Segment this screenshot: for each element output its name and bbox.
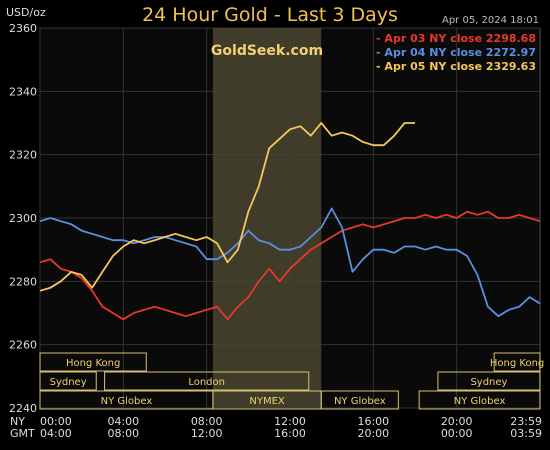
market-session-box (39, 371, 97, 391)
market-session-label: NYMEX (249, 396, 285, 407)
market-session-box (418, 390, 541, 410)
gmt-axis-label: GMT (10, 427, 35, 440)
x-tick-label-ny: 12:00 (274, 415, 306, 428)
x-tick-label-gmt: 12:00 (191, 427, 223, 440)
y-tick-label: 2360 (9, 22, 37, 35)
market-session-label: Sydney (470, 377, 507, 388)
x-tick-label-ny: 20:00 (441, 415, 473, 428)
y-tick-label: 2320 (9, 149, 37, 162)
market-session-label: London (188, 377, 225, 388)
market-session-box (39, 352, 147, 372)
market-session-label: Hong Kong (490, 358, 544, 369)
series-line-2 (39, 207, 541, 318)
market-session-label: NY Globex (454, 396, 506, 407)
market-session-label: Sydney (50, 377, 87, 388)
legend-entry: - Apr 05 NY close 2329.63 (376, 60, 536, 73)
x-tick-label-ny: 00:00 (40, 415, 72, 428)
market-session-box (104, 371, 310, 391)
ny-axis-label: NY (10, 415, 25, 428)
y-tick-label: 2240 (9, 402, 37, 415)
market-session-box (437, 371, 541, 391)
x-tick-label-gmt: 20:00 (357, 427, 389, 440)
y-tick-label: 2340 (9, 85, 37, 98)
price-series (39, 122, 541, 321)
market-sessions: Hong Kong Hong Kong Sydney London Sydney NY G… (39, 352, 544, 410)
x-tick-label-ny: 23:59 (510, 415, 542, 428)
goldseek-watermark: GoldSeek.com (211, 43, 323, 59)
y-tick-label: 2300 (9, 212, 37, 225)
x-tick-label-ny: 04:00 (107, 415, 139, 428)
nymex-session-highlight (212, 28, 322, 408)
x-tick-label-gmt: 04:00 (40, 427, 72, 440)
x-tick-label-gmt: 00:00 (441, 427, 473, 440)
y-tick-label: 2280 (9, 275, 37, 288)
axes: 2240226022802300232023402360NYGMT00:0004… (9, 22, 542, 440)
chart-title: 24 Hour Gold - Last 3 Days (142, 4, 398, 26)
series-line-1 (39, 210, 541, 321)
market-session-box (320, 390, 399, 410)
market-session-label: NY Globex (101, 396, 153, 407)
timestamp: Apr 05, 2024 18:01 (442, 15, 539, 26)
x-tick-label-gmt: 16:00 (274, 427, 306, 440)
x-tick-label-ny: 08:00 (191, 415, 223, 428)
market-session-label: Hong Kong (66, 358, 120, 369)
x-tick-label-ny: 16:00 (357, 415, 389, 428)
x-tick-label-gmt: 08:00 (107, 427, 139, 440)
legend: - Apr 03 NY close 2298.68- Apr 04 NY clo… (376, 32, 536, 73)
legend-entry: - Apr 04 NY close 2272.97 (376, 46, 536, 59)
market-session-label: NY Globex (334, 396, 386, 407)
y-tick-label: 2260 (9, 339, 37, 352)
series-line-3 (39, 122, 415, 292)
unit-label: USD/oz (6, 6, 46, 19)
legend-entry: - Apr 03 NY close 2298.68 (376, 32, 536, 45)
market-session-box (493, 352, 541, 372)
x-tick-label-gmt: 03:59 (510, 427, 542, 440)
